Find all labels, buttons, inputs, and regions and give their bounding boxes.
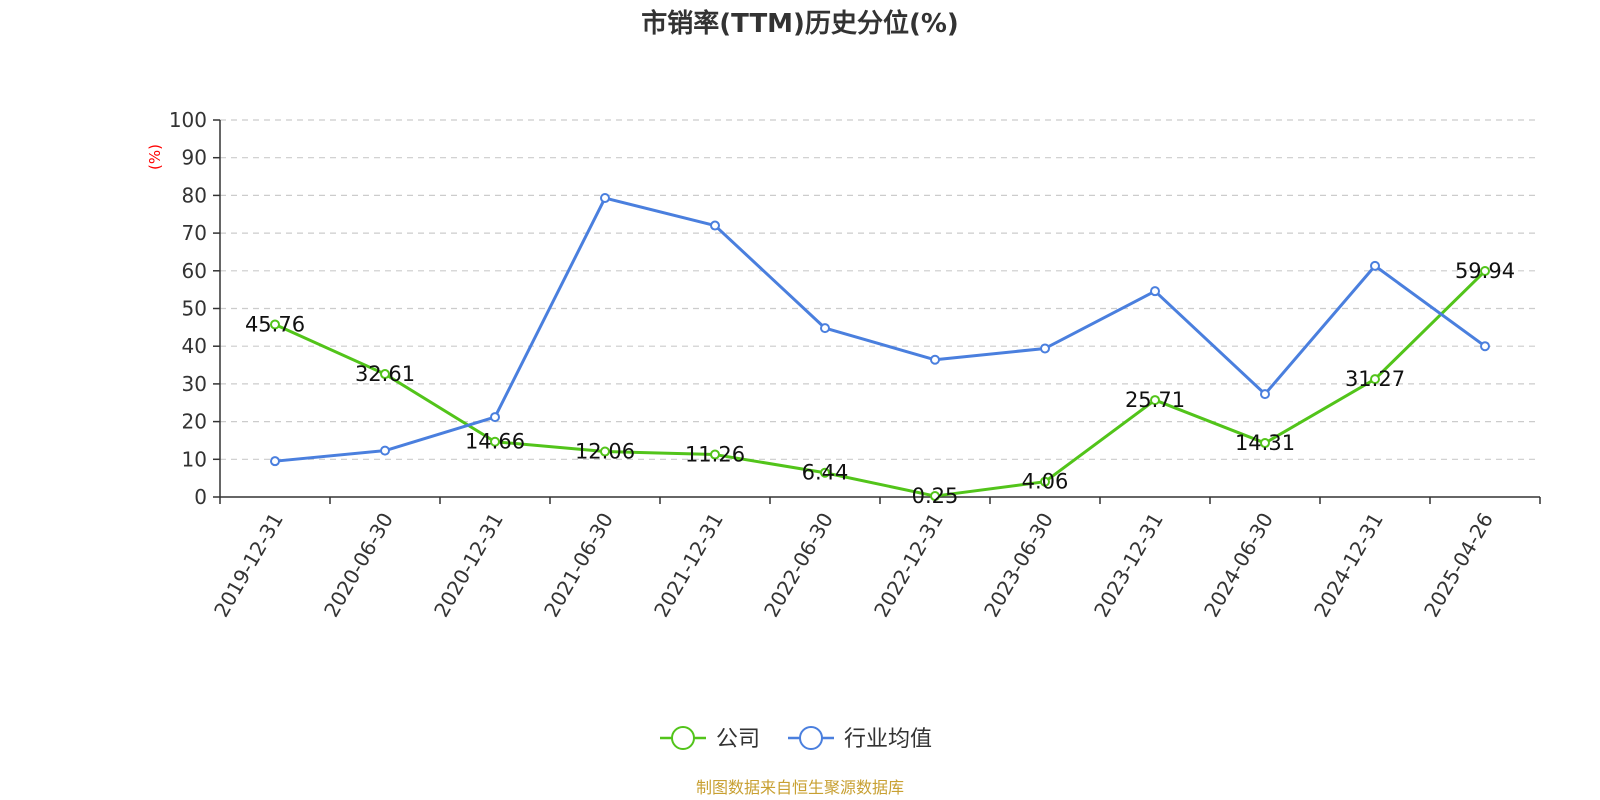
series-0-point[interactable]: [600, 446, 610, 457]
x-tick-label: 2021-06-30: [539, 509, 618, 622]
y-tick-label: 0: [194, 485, 207, 509]
series-1-point[interactable]: [270, 456, 280, 467]
y-tick-label: 10: [182, 447, 207, 471]
chart-title: 市销率(TTM)历史分位(%): [641, 8, 959, 39]
x-tick-label: 2022-12-31: [869, 509, 948, 622]
series-1-point[interactable]: [380, 445, 390, 456]
x-tick-label: 2022-06-30: [759, 509, 838, 622]
y-tick-label: 100: [169, 108, 207, 132]
x-tick-label: 2024-06-30: [1199, 509, 1278, 622]
data-label: 14.31: [1235, 431, 1295, 455]
series-0-point[interactable]: [930, 491, 940, 502]
series-0-point[interactable]: [380, 369, 390, 380]
x-tick-label: 2020-06-30: [319, 509, 398, 622]
series-0-point[interactable]: [820, 467, 830, 478]
series-1-point[interactable]: [1260, 389, 1270, 400]
data-label: 14.66: [465, 430, 525, 454]
series-line-0: [274, 269, 1487, 498]
y-tick-label: 50: [182, 297, 207, 321]
legend-item-1: 行业均值: [788, 726, 932, 752]
legend[interactable]: 公司 行业均值: [660, 726, 932, 752]
y-tick-label: 90: [182, 146, 207, 170]
data-labels: 45.76 32.61 14.66 12.06 11.26 6.44 0.25 4.06 25.…: [245, 259, 1515, 508]
data-label: 59.94: [1455, 259, 1515, 283]
series-1-point[interactable]: [490, 412, 500, 423]
y-tick-label: 20: [182, 410, 207, 434]
series-layer: [270, 193, 1490, 502]
series-1-point[interactable]: [1370, 260, 1380, 271]
data-label: 4.06: [1022, 470, 1069, 494]
x-tick-label: 2020-12-31: [429, 509, 508, 622]
data-label: 25.71: [1125, 388, 1185, 412]
legend-label: 行业均值: [844, 727, 932, 752]
series-line-1: [274, 196, 1486, 463]
series-1-point[interactable]: [1150, 286, 1160, 297]
y-axis-label: (%): [146, 144, 164, 170]
legend-marker: [799, 726, 823, 750]
data-label: 45.76: [245, 312, 305, 336]
series-1-point[interactable]: [600, 193, 610, 204]
y-tick-label: 40: [182, 334, 207, 358]
y-tick-label: 30: [182, 372, 207, 396]
data-label: 31.27: [1345, 367, 1405, 391]
source-note: 制图数据来自恒生聚源数据库: [696, 778, 904, 797]
data-label: 0.25: [912, 484, 959, 508]
y-tick-label: 60: [182, 259, 207, 283]
x-tick-label: 2023-06-30: [979, 509, 1058, 622]
series-0-point[interactable]: [490, 436, 500, 447]
series-1-point[interactable]: [820, 323, 830, 334]
series-0-point[interactable]: [1040, 476, 1050, 487]
series-0-point[interactable]: [1260, 438, 1270, 449]
x-tick-label: 2023-12-31: [1089, 509, 1168, 622]
data-label: 12.06: [575, 440, 635, 464]
legend-item-0: 公司: [660, 726, 760, 752]
series-0-point[interactable]: [270, 319, 280, 330]
x-tick-label: 2021-12-31: [649, 509, 728, 622]
x-tick-label: 2024-12-31: [1309, 509, 1388, 622]
series-0-point[interactable]: [710, 449, 720, 460]
data-label: 32.61: [355, 362, 415, 386]
series-0-point[interactable]: [1370, 374, 1380, 385]
legend-marker: [671, 726, 695, 750]
series-0-point[interactable]: [1480, 266, 1490, 277]
series-1-point[interactable]: [1480, 341, 1490, 352]
x-tick-label: 2025-04-26: [1419, 509, 1498, 622]
series-0-point[interactable]: [1150, 395, 1160, 406]
series-1-point[interactable]: [710, 220, 720, 231]
series-1-point[interactable]: [930, 354, 940, 365]
x-axis-ticks: 2019-12-31 2020-06-30 2020-12-31 2021-06-30…: [209, 497, 1541, 622]
data-label: 6.44: [802, 461, 849, 485]
y-tick-label: 70: [182, 221, 207, 245]
y-axis-ticks: 0 10 20 30 40 50 60 70 80 90 100: [169, 108, 220, 509]
y-tick-label: 80: [182, 183, 207, 207]
grid-lines: [220, 119, 1540, 460]
data-label: 11.26: [685, 443, 745, 467]
x-tick-label: 2019-12-31: [209, 509, 288, 622]
legend-label: 公司: [716, 727, 760, 752]
series-1-point[interactable]: [1040, 343, 1050, 354]
